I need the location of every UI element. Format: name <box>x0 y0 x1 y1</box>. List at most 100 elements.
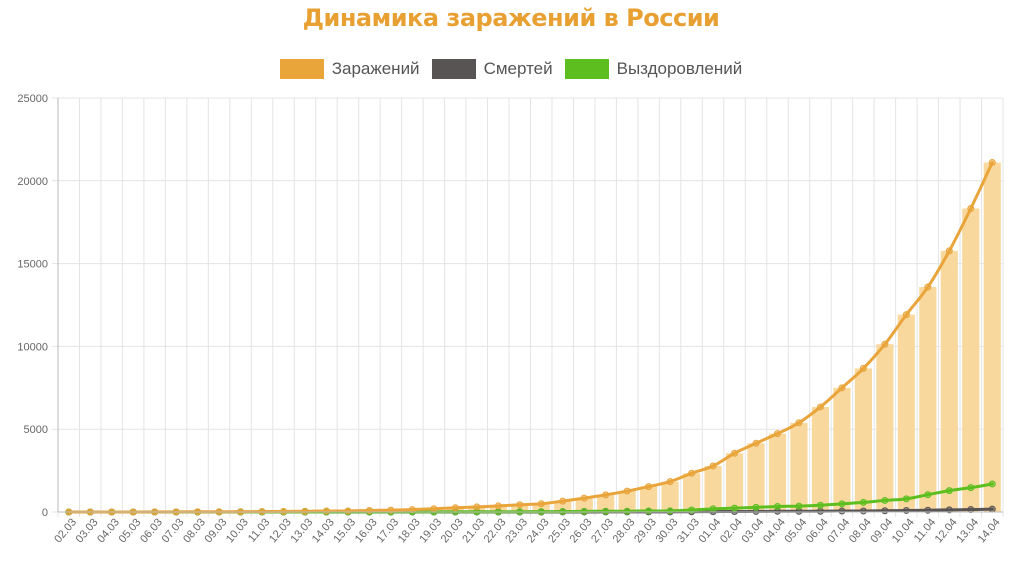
legend-label-recovered: Выздоровлений <box>616 59 743 78</box>
point-recovered[interactable] <box>666 507 674 515</box>
point-recovered[interactable] <box>967 484 975 492</box>
point-deaths[interactable] <box>859 507 867 515</box>
point-infected[interactable] <box>881 340 889 348</box>
point-infected[interactable] <box>731 449 739 457</box>
point-deaths[interactable] <box>816 507 824 515</box>
point-recovered[interactable] <box>645 507 653 515</box>
bar-infected[interactable] <box>532 503 550 512</box>
y-tick-label: 5000 <box>24 424 48 436</box>
point-infected[interactable] <box>967 204 975 212</box>
point-infected[interactable] <box>344 507 352 515</box>
point-recovered[interactable] <box>752 503 760 511</box>
point-infected[interactable] <box>559 497 567 505</box>
point-deaths[interactable] <box>902 506 910 514</box>
x-tick-label: 13.03 <box>288 516 315 545</box>
point-recovered[interactable] <box>945 487 953 495</box>
point-infected[interactable] <box>688 469 696 477</box>
point-infected[interactable] <box>301 507 309 515</box>
point-infected[interactable] <box>816 403 824 411</box>
point-recovered[interactable] <box>795 502 803 510</box>
bar-infected[interactable] <box>962 208 980 512</box>
bar-infected[interactable] <box>554 501 572 512</box>
bar-infected[interactable] <box>640 486 658 512</box>
x-tick-label: 17.03 <box>374 516 401 545</box>
bar-infected[interactable] <box>833 387 851 512</box>
bar-infected[interactable] <box>725 453 744 512</box>
bar-infected[interactable] <box>790 422 808 512</box>
point-recovered[interactable] <box>580 507 588 515</box>
point-recovered[interactable] <box>688 506 696 514</box>
bar-infected[interactable] <box>747 443 765 512</box>
bar-infected[interactable] <box>704 466 722 512</box>
point-deaths[interactable] <box>945 506 953 514</box>
bar-infected[interactable] <box>919 287 937 512</box>
point-infected[interactable] <box>795 419 803 427</box>
point-recovered[interactable] <box>881 496 889 504</box>
point-infected[interactable] <box>516 501 524 509</box>
point-recovered[interactable] <box>859 498 867 506</box>
point-infected[interactable] <box>709 462 717 470</box>
point-infected[interactable] <box>859 364 867 372</box>
point-recovered[interactable] <box>731 504 739 512</box>
bar-infected[interactable] <box>618 491 636 512</box>
x-tick-label: 02.03 <box>52 516 79 545</box>
point-deaths[interactable] <box>838 507 846 515</box>
point-infected[interactable] <box>924 283 932 291</box>
bar-infected[interactable] <box>661 481 679 512</box>
point-infected[interactable] <box>580 494 588 502</box>
bar-infected[interactable] <box>983 162 1001 512</box>
point-deaths[interactable] <box>967 506 975 514</box>
y-tick-label: 10000 <box>17 341 48 353</box>
chart-title: Динамика заражений в России <box>302 4 720 32</box>
point-recovered[interactable] <box>924 491 932 499</box>
legend-item-deaths[interactable]: Смертей <box>431 59 553 79</box>
point-infected[interactable] <box>902 311 910 319</box>
point-recovered[interactable] <box>773 502 781 510</box>
legend-item-recovered[interactable]: Выздоровлений <box>564 59 743 79</box>
x-tick-label: 14.04 <box>976 516 1003 545</box>
point-recovered[interactable] <box>838 500 846 508</box>
point-infected[interactable] <box>602 491 610 499</box>
legend-item-infected[interactable]: Заражений <box>279 59 420 79</box>
bar-infected[interactable] <box>682 473 701 512</box>
point-infected[interactable] <box>752 439 760 447</box>
point-infected[interactable] <box>365 506 373 514</box>
point-deaths[interactable] <box>881 507 889 515</box>
bar-infected[interactable] <box>575 498 593 512</box>
point-infected[interactable] <box>451 504 459 512</box>
x-tick-label: 08.04 <box>847 516 874 545</box>
point-infected[interactable] <box>945 247 953 255</box>
bar-infected[interactable] <box>940 250 958 512</box>
point-infected[interactable] <box>430 505 438 513</box>
point-recovered[interactable] <box>709 505 717 513</box>
point-deaths[interactable] <box>988 505 996 513</box>
point-infected[interactable] <box>280 507 288 515</box>
point-infected[interactable] <box>645 483 653 491</box>
bar-infected[interactable] <box>854 368 872 512</box>
point-infected[interactable] <box>322 507 330 515</box>
y-tick-label: 25000 <box>17 93 48 105</box>
point-recovered[interactable] <box>623 507 631 515</box>
bar-infected[interactable] <box>597 494 615 512</box>
bar-infected[interactable] <box>811 406 830 512</box>
x-tick-label: 11.03 <box>246 516 272 544</box>
point-recovered[interactable] <box>902 495 910 503</box>
bar-infected[interactable] <box>876 344 894 512</box>
bar-infected[interactable] <box>897 314 915 512</box>
point-infected[interactable] <box>988 159 996 167</box>
point-infected[interactable] <box>623 487 631 495</box>
point-infected[interactable] <box>773 430 781 438</box>
point-infected[interactable] <box>666 478 674 486</box>
x-tick-label: 06.03 <box>138 516 165 545</box>
point-infected[interactable] <box>408 506 416 514</box>
point-infected[interactable] <box>473 503 481 511</box>
point-recovered[interactable] <box>816 501 824 509</box>
point-infected[interactable] <box>838 384 846 392</box>
point-infected[interactable] <box>494 502 502 510</box>
x-tick-label: 08.03 <box>181 516 208 545</box>
bar-infected[interactable] <box>768 433 787 512</box>
point-recovered[interactable] <box>602 507 610 515</box>
point-infected[interactable] <box>537 500 545 508</box>
point-recovered[interactable] <box>988 480 996 488</box>
legend-label-infected: Заражений <box>331 59 420 78</box>
